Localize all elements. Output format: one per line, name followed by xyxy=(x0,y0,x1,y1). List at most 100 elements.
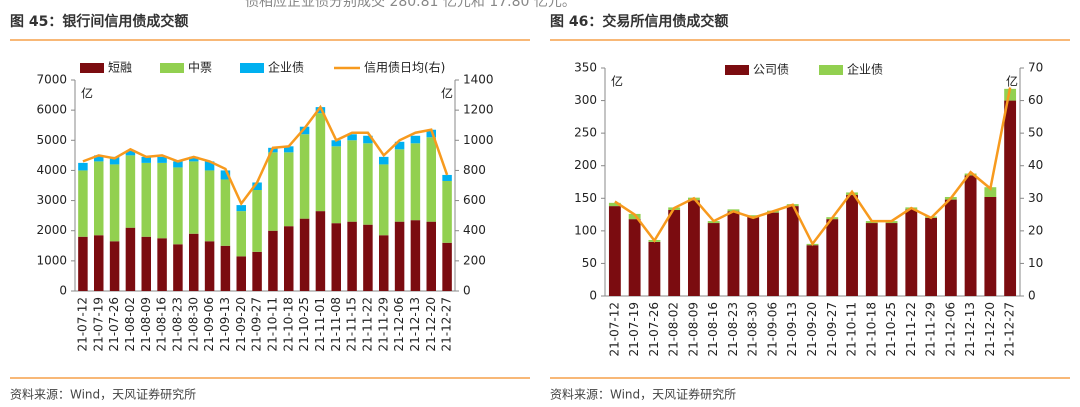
x-tick-label: 21-10-11 xyxy=(265,297,279,351)
bar xyxy=(78,162,88,171)
x-tick-label: 21-10-25 xyxy=(884,302,898,356)
bar xyxy=(347,140,357,222)
bar xyxy=(299,218,310,291)
bar xyxy=(268,230,278,291)
bar xyxy=(204,161,215,171)
bar xyxy=(944,199,957,296)
x-tick-label: 21-07-26 xyxy=(647,302,661,356)
x-tick-label: 21-09-13 xyxy=(785,302,799,356)
bar xyxy=(189,156,199,162)
bar xyxy=(442,180,452,243)
x-tick-label: 21-11-22 xyxy=(360,297,374,351)
y2-tick-label: 70 xyxy=(1028,61,1043,75)
bar xyxy=(826,219,839,296)
bar xyxy=(125,155,136,228)
x-tick-label: 21-07-12 xyxy=(75,297,89,351)
bar xyxy=(125,227,136,291)
bar xyxy=(925,217,937,296)
bar xyxy=(284,146,294,153)
y2-tick-label: 600 xyxy=(463,193,486,207)
x-tick-label: 21-08-30 xyxy=(186,297,200,351)
x-tick-label: 21-12-20 xyxy=(983,302,997,356)
legend-label: 信用债日均(右) xyxy=(364,60,445,75)
line-series xyxy=(82,104,449,207)
y-tick-label: 100 xyxy=(574,223,597,237)
bar xyxy=(125,150,136,156)
y-unit: 亿 xyxy=(611,74,623,89)
bar xyxy=(189,161,199,234)
bar xyxy=(648,241,661,296)
legend-swatch xyxy=(819,65,843,75)
x-tick-label: 21-11-15 xyxy=(345,297,359,351)
y-tick-label: 50 xyxy=(582,256,597,270)
y-tick-label: 2000 xyxy=(36,223,67,237)
bar xyxy=(426,137,436,222)
bar xyxy=(284,152,294,227)
y-tick-label: 7000 xyxy=(36,73,67,87)
bar xyxy=(331,146,341,224)
x-tick-label: 21-07-19 xyxy=(91,297,105,351)
y-tick-label: 250 xyxy=(574,126,597,140)
bar xyxy=(964,173,977,176)
bar xyxy=(141,156,151,163)
bar xyxy=(220,179,231,246)
bar xyxy=(410,143,421,221)
x-tick-label: 21-10-11 xyxy=(845,302,859,356)
bar xyxy=(252,251,262,291)
bar xyxy=(363,143,373,225)
bar xyxy=(608,202,621,207)
y2-tick-label: 200 xyxy=(463,253,486,267)
bar xyxy=(173,167,183,245)
bar xyxy=(331,140,341,147)
bar xyxy=(394,221,405,291)
y2-tick-label: 800 xyxy=(463,163,486,177)
y2-tick-label: 50 xyxy=(1028,126,1043,140)
x-tick-label: 21-12-27 xyxy=(440,297,454,351)
bar xyxy=(846,195,858,296)
bar xyxy=(315,113,326,212)
bar xyxy=(94,155,104,162)
line-series xyxy=(614,87,1012,247)
bar xyxy=(173,244,183,291)
x-tick-label: 21-08-16 xyxy=(706,302,720,356)
bar xyxy=(109,164,120,242)
x-tick-label: 21-10-18 xyxy=(281,297,295,351)
bar xyxy=(204,170,215,242)
legend-swatch xyxy=(240,63,264,73)
bar xyxy=(379,156,389,165)
source: 资料来源：Wind，天风证券研究所 xyxy=(10,387,196,402)
bar xyxy=(141,236,151,291)
chart-title: 图 46：交易所信用债成交额 xyxy=(550,13,728,30)
legend-label: 企业债 xyxy=(268,60,304,75)
bar xyxy=(442,174,452,181)
bar xyxy=(668,210,681,296)
bar xyxy=(157,238,167,291)
x-tick-label: 21-09-20 xyxy=(234,297,248,351)
bar xyxy=(905,209,918,296)
bar xyxy=(299,134,310,219)
bar xyxy=(707,223,720,296)
x-tick-label: 21-12-06 xyxy=(392,297,406,351)
legend-label: 中票 xyxy=(188,60,212,75)
x-tick-label: 21-08-23 xyxy=(170,297,184,351)
bar xyxy=(220,170,231,180)
legend-swatch xyxy=(725,65,749,75)
bar xyxy=(347,221,357,291)
y2-tick-label: 10 xyxy=(1028,256,1043,270)
y2-unit: 亿 xyxy=(441,86,453,101)
bar xyxy=(315,107,326,114)
bar xyxy=(394,141,405,150)
x-tick-label: 21-09-13 xyxy=(218,297,232,351)
bar xyxy=(727,211,740,296)
bar xyxy=(268,152,278,231)
y2-tick-label: 0 xyxy=(1028,289,1036,303)
y-tick-label: 200 xyxy=(574,158,597,172)
bar xyxy=(426,221,436,291)
y-tick-label: 1000 xyxy=(36,253,67,267)
bar xyxy=(141,162,151,237)
bar xyxy=(608,206,621,296)
x-tick-label: 21-12-20 xyxy=(424,297,438,351)
legend-label: 短融 xyxy=(108,61,132,75)
y2-tick-label: 400 xyxy=(463,223,486,237)
